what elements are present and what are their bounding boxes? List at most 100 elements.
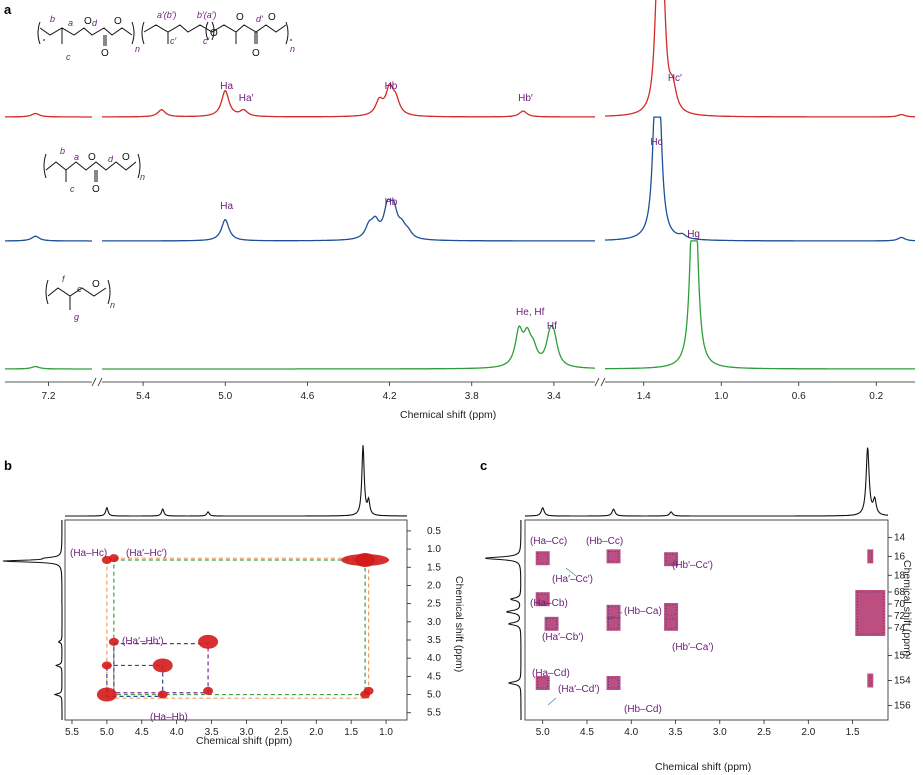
y-tick-label: 74 (894, 623, 906, 634)
panel-c-annotation: (Hb–Cc) (586, 536, 623, 547)
structure-label: n (140, 172, 145, 182)
top-projection-line (65, 445, 407, 517)
cross-peak (535, 676, 550, 690)
structure-middle-letters: b a d c n (60, 146, 145, 194)
left-projection-line (485, 520, 522, 720)
axis-break (91, 377, 97, 387)
correlation-line-orange (106, 557, 370, 699)
x-tick-label: 3.8 (465, 391, 479, 402)
structure-top-letters: b a d c n a′(b′) b′(a′) c′ c′ d′ n (50, 10, 295, 62)
structure-bottom (45, 279, 111, 310)
cross-peak (606, 616, 621, 631)
y-tick-label: 3.0 (427, 617, 441, 628)
svg-text:O: O (268, 12, 276, 23)
structure-label: d (108, 154, 114, 164)
svg-text:O: O (84, 16, 92, 27)
structure-top (37, 21, 292, 46)
x-tick-label: 1.0 (714, 391, 728, 402)
y-tick-label: 154 (894, 676, 911, 687)
peak-label: Hb (385, 197, 398, 208)
cross-peak (198, 634, 219, 649)
structure-label: b (50, 14, 55, 24)
panel-b-left-projection (2, 520, 63, 720)
axis-break (97, 377, 103, 387)
y-tick-label: 3.5 (427, 635, 441, 646)
panel-c-annotation: (Hb′–Cc′) (672, 560, 713, 571)
structure-label: b (60, 146, 65, 156)
cross-peak (108, 554, 119, 563)
x-tick-label: 4.6 (300, 391, 314, 402)
structure-bottom-atoms: O (92, 279, 100, 290)
cross-peak (535, 551, 550, 566)
panel-label-b: b (4, 458, 12, 473)
peak-label: Ha′ (239, 93, 254, 104)
panel-b-2d-spectrum: 5.5 5.0 4.5 4.0 3.5 3.0 2.5 2.0 1.5 1.0 0.5 1.0 1.5 2… (2, 445, 465, 747)
x-tick-label: 2.0 (801, 727, 815, 738)
panel-b-annotation: (Ha–Hb) (150, 712, 188, 723)
x-tick-label: 5.4 (136, 391, 150, 402)
x-tick-label: 4.2 (383, 391, 397, 402)
cross-peak (544, 616, 559, 631)
cross-peak (152, 658, 173, 673)
x-tick-label: 5.0 (218, 391, 232, 402)
spectrum-line-bottom (102, 325, 595, 370)
cross-peak-contour (608, 677, 619, 689)
y-tick-label: 4.0 (427, 653, 441, 664)
peak-label: Ha (220, 81, 233, 92)
x-tick-label: 4.0 (170, 727, 184, 738)
cross-peak (855, 590, 886, 636)
y-tick-label: 1.5 (427, 562, 441, 573)
y-tick-label: 5.5 (427, 708, 441, 719)
panel-c-left-projection (485, 520, 522, 720)
svg-text:O: O (114, 16, 122, 27)
spectrum-line-top (5, 112, 92, 118)
structure-label: n (290, 44, 295, 54)
panel-c-annotation: (Ha–Cd) (532, 668, 570, 679)
panel-c-annotation: (Ha–Cb) (530, 598, 568, 609)
spectrum-line-bottom (5, 365, 92, 370)
x-tick-label: 3.0 (713, 727, 727, 738)
x-tick-label: 3.0 (240, 727, 254, 738)
axis-break (600, 377, 606, 387)
cross-peak-contour (856, 591, 884, 635)
y-tick-label: 2.0 (427, 580, 441, 591)
left-projection-line (2, 520, 63, 720)
cross-peak (606, 549, 621, 564)
top-projection-line (525, 447, 888, 517)
x-tick-label: 5.5 (65, 727, 79, 738)
panel-b-annotation: (Ha′–Hc′) (126, 548, 167, 559)
y-tick-label: 152 (894, 651, 911, 662)
cross-peak-contour (537, 677, 549, 689)
panel-b-axes: 5.5 5.0 4.5 4.0 3.5 3.0 2.5 2.0 1.5 1.0 0.5 1.0 1.5 2… (65, 526, 441, 738)
cross-peak (606, 676, 621, 690)
structure-label: g (74, 312, 79, 322)
structure-label: a (68, 18, 73, 28)
peak-label: Hb (385, 81, 398, 92)
spectrum-line-top (102, 83, 595, 118)
panel-c-annotations: (Ha–Cc) (Hb–Cc) (Ha′–Cc′) (Hb′–Cc′) (Ha–… (530, 536, 714, 715)
spectrum-line-bottom (605, 240, 915, 370)
structure-label: c′ (170, 36, 177, 46)
spectrum-line-top (605, 0, 915, 118)
cross-peak (108, 637, 119, 646)
panel-c-x-axis-label: Chemical shift (ppm) (655, 761, 751, 773)
correlation-line-blue (106, 664, 164, 697)
x-tick-label: 0.6 (792, 391, 806, 402)
panel-c-y-axis-label: Chemical shift (ppm) (901, 560, 913, 656)
cross-peak (664, 616, 679, 631)
peak-label: Hc (650, 137, 662, 148)
cross-peak-contour (608, 550, 619, 562)
svg-text:O: O (236, 12, 244, 23)
panel-a-x-axis: 7.2 5.4 5.0 4.6 4.2 3.8 3.4 1.4 1.0 0.6 0.2 (5, 377, 915, 402)
cross-peak (606, 604, 621, 619)
panel-c-top-projection (525, 447, 888, 517)
peak-label: Hg (687, 229, 700, 240)
panel-b-annotation: (Ha′–Hb′) (122, 636, 164, 647)
x-tick-label: 7.2 (42, 391, 56, 402)
panel-b-plot-frame (64, 519, 408, 721)
structure-label: c′ (203, 36, 210, 46)
cross-peak (96, 687, 117, 702)
